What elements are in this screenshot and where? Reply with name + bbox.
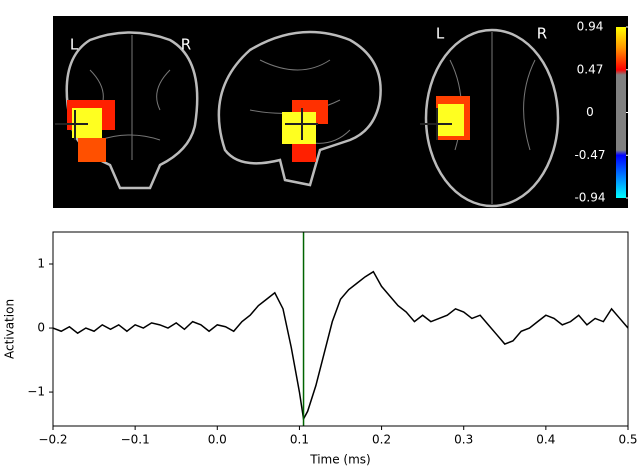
colorbar-ticks: 0.94 0.47 0 -0.47 -0.94: [574, 20, 630, 205]
x-tick-label: −0.2: [38, 433, 67, 447]
brain-outline: [65, 31, 199, 190]
brain-outline: [424, 28, 560, 208]
colorbar-tick-label: 0.47: [577, 62, 604, 76]
glass-brain: L R L R 0.94 0.47 0 -0.47 -0.94: [53, 16, 630, 208]
colorbar-tick-label: -0.94: [574, 191, 605, 205]
colorbar-tick-label: 0.94: [577, 20, 604, 34]
hemisphere-label: L: [70, 36, 79, 54]
hemisphere-label: R: [181, 36, 191, 54]
heat-blob: [438, 104, 464, 136]
x-tick-label: 0.1: [290, 433, 309, 447]
y-tick-label: −1: [27, 385, 45, 399]
data-line: [52, 270, 629, 422]
hemisphere-label: L: [436, 25, 445, 43]
brain-outline: [217, 30, 382, 187]
y-tick-label: 1: [37, 257, 45, 271]
x-tick-label: 0.0: [208, 433, 227, 447]
y-axis-label: Activation: [3, 299, 17, 359]
x-tick-label: 0.4: [536, 433, 555, 447]
heat-blob: [78, 138, 106, 162]
x-tick-label: 0.3: [454, 433, 473, 447]
y-tick-label: 0: [37, 321, 45, 335]
heat-blob: [292, 144, 316, 162]
x-tick-label: 0.5: [618, 433, 637, 447]
hemisphere-label: R: [537, 25, 547, 43]
heat-blob: [282, 112, 316, 144]
brain-background: [53, 16, 628, 208]
x-axis-label: Time (ms): [309, 453, 371, 467]
line-chart: −0.2 −0.1 0.0 0.1 0.2 0.3 0.4 0.5 −1 0 1 Time (ms) A…: [3, 231, 638, 467]
x-tick-label: −0.1: [121, 433, 150, 447]
x-tick-label: 0.2: [372, 433, 391, 447]
plot-frame: [52, 231, 629, 427]
brain-tract: [89, 35, 171, 160]
colorbar-tick-label: 0: [586, 105, 594, 119]
colorbar-tick-label: -0.47: [574, 148, 605, 162]
colorbar: [616, 27, 626, 198]
